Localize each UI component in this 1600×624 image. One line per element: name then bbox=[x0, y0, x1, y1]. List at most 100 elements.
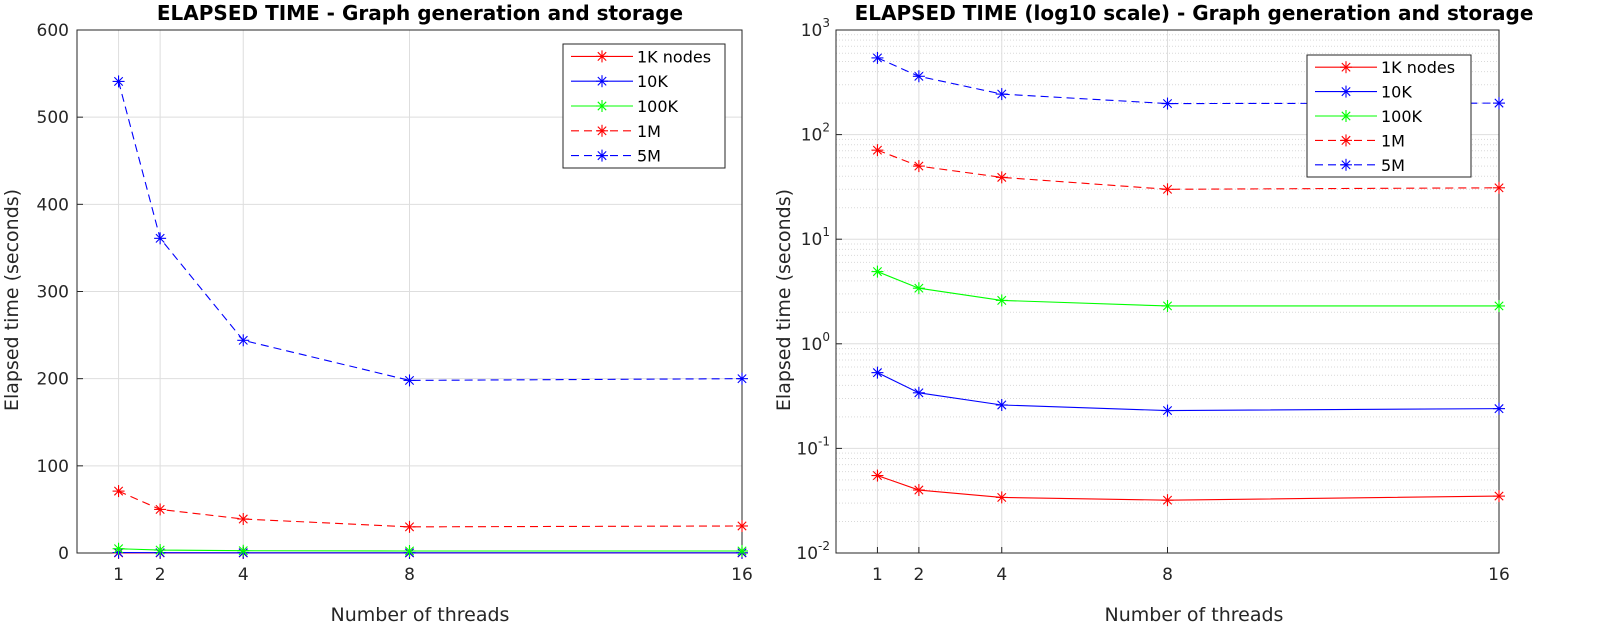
data-point-marker bbox=[596, 124, 608, 137]
data-point-marker bbox=[1493, 299, 1505, 312]
series-line bbox=[877, 149, 1500, 190]
series-100k bbox=[112, 542, 748, 557]
data-point-marker bbox=[154, 232, 167, 245]
x-tick-label: 1 bbox=[113, 565, 124, 585]
data-point-marker bbox=[154, 544, 167, 557]
data-point-marker bbox=[596, 50, 608, 63]
data-point-marker bbox=[1161, 97, 1174, 110]
data-point-marker bbox=[112, 542, 125, 555]
series-1m bbox=[112, 485, 748, 533]
data-point-marker bbox=[1340, 61, 1352, 74]
data-point-marker bbox=[871, 51, 884, 64]
data-point-marker bbox=[237, 334, 250, 347]
data-point-marker bbox=[912, 70, 925, 83]
y-tick-label: 103 bbox=[801, 16, 830, 41]
data-point-marker bbox=[1161, 183, 1174, 196]
x-tick-label: 8 bbox=[1162, 565, 1173, 585]
x-tick-label: 2 bbox=[913, 565, 924, 585]
y-tick-label: 100 bbox=[37, 457, 69, 477]
y-axis-label: Elapsed time (seconds) bbox=[1, 189, 23, 411]
chart-title: ELAPSED TIME (log10 scale) - Graph gener… bbox=[855, 1, 1534, 25]
legend-label: 5M bbox=[1381, 156, 1405, 175]
data-point-marker bbox=[154, 503, 167, 516]
data-point-marker bbox=[912, 386, 925, 399]
legend-label: 100K bbox=[1381, 107, 1423, 126]
series-5m bbox=[871, 51, 1505, 110]
data-point-marker bbox=[1340, 85, 1352, 98]
legend-label: 1M bbox=[1381, 131, 1405, 150]
x-tick-label: 2 bbox=[155, 565, 166, 585]
x-tick-label: 4 bbox=[996, 565, 1007, 585]
linear-scale-chart: ELAPSED TIME - Graph generation and stor… bbox=[1, 1, 753, 624]
data-point-marker bbox=[1493, 490, 1505, 503]
data-point-marker bbox=[736, 372, 748, 385]
x-axis-label: Number of threads bbox=[1105, 604, 1284, 624]
data-point-marker bbox=[1493, 402, 1505, 415]
legend-label: 1K nodes bbox=[637, 47, 711, 66]
data-point-marker bbox=[1493, 181, 1505, 194]
data-point-marker bbox=[995, 491, 1008, 504]
data-point-marker bbox=[403, 520, 416, 533]
y-tick-label: 200 bbox=[37, 370, 69, 390]
x-tick-label: 16 bbox=[731, 565, 753, 585]
x-axis-label: Number of threads bbox=[331, 604, 510, 624]
y-tick-label: 10-1 bbox=[796, 434, 830, 459]
legend: 1K nodes 10K 100K 1M 5M bbox=[1306, 54, 1472, 178]
data-point-marker bbox=[403, 374, 416, 387]
data-point-marker bbox=[871, 144, 884, 157]
y-tick-label: 300 bbox=[37, 283, 69, 303]
series-line bbox=[118, 490, 743, 528]
data-point-marker bbox=[871, 366, 884, 379]
data-point-marker bbox=[1340, 158, 1352, 171]
data-point-marker bbox=[1161, 494, 1174, 507]
data-point-marker bbox=[596, 75, 608, 88]
data-point-marker bbox=[1161, 404, 1174, 417]
series-10k bbox=[871, 366, 1505, 417]
series-5m bbox=[112, 75, 748, 387]
data-point-marker bbox=[237, 513, 250, 526]
y-tick-label: 101 bbox=[801, 225, 830, 250]
y-axis-label: Elapsed time (seconds) bbox=[773, 189, 795, 411]
data-point-marker bbox=[871, 469, 884, 482]
data-point-marker bbox=[1340, 134, 1352, 147]
data-point-marker bbox=[995, 294, 1008, 307]
x-tick-label: 1 bbox=[872, 565, 883, 585]
data-point-marker bbox=[736, 519, 748, 532]
y-tick-label: 0 bbox=[58, 544, 69, 564]
data-point-marker bbox=[1493, 97, 1505, 110]
data-point-marker bbox=[112, 75, 125, 88]
data-point-marker bbox=[596, 100, 608, 112]
data-point-marker bbox=[237, 544, 250, 557]
data-point-marker bbox=[912, 484, 925, 497]
legend-label: 10K bbox=[1381, 83, 1412, 102]
y-tick-label: 102 bbox=[801, 121, 830, 146]
legend-label: 1M bbox=[637, 122, 661, 141]
data-point-marker bbox=[995, 398, 1008, 411]
data-point-marker bbox=[112, 485, 125, 498]
data-point-marker bbox=[871, 265, 884, 278]
data-point-marker bbox=[1161, 299, 1174, 312]
data-point-marker bbox=[403, 544, 416, 557]
legend-label: 5M bbox=[637, 147, 661, 166]
x-tick-label: 16 bbox=[1488, 565, 1510, 585]
data-point-marker bbox=[736, 544, 748, 557]
data-point-marker bbox=[912, 282, 925, 295]
series-100k bbox=[871, 265, 1505, 312]
data-point-marker bbox=[995, 171, 1008, 184]
legend: 1K nodes 10K 100K 1M 5M bbox=[562, 43, 726, 169]
y-tick-label: 500 bbox=[37, 108, 69, 128]
legend-label: 10K bbox=[637, 72, 668, 91]
x-tick-label: 4 bbox=[238, 565, 249, 585]
legend-label: 100K bbox=[637, 97, 679, 116]
y-tick-label: 10-2 bbox=[796, 539, 830, 564]
data-point-marker bbox=[995, 88, 1008, 101]
series-1k-nodes bbox=[871, 469, 1505, 507]
chart-title: ELAPSED TIME - Graph generation and stor… bbox=[157, 1, 683, 25]
x-tick-label: 8 bbox=[404, 565, 415, 585]
legend-label: 1K nodes bbox=[1381, 58, 1455, 77]
data-point-marker bbox=[912, 160, 925, 173]
data-point-marker bbox=[596, 149, 608, 162]
y-tick-label: 600 bbox=[37, 21, 69, 41]
data-point-marker bbox=[1340, 110, 1352, 122]
